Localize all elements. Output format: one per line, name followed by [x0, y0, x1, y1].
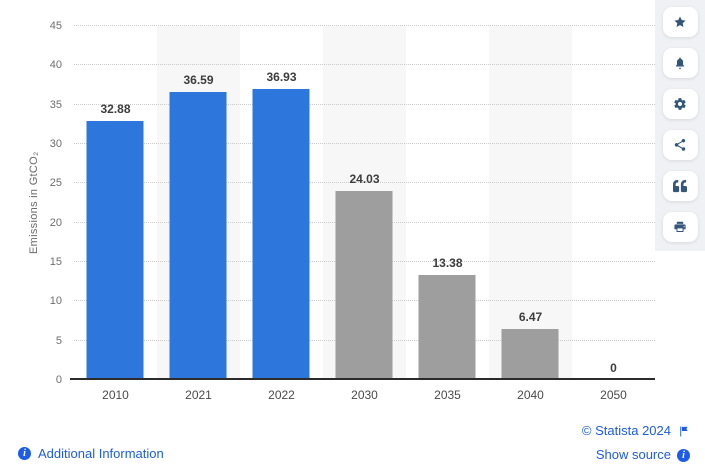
- x-tick-label: 2021: [185, 388, 212, 402]
- x-axis-labels: 2010 2021 2022 2030 2035 2040 2050: [74, 388, 655, 404]
- plot-column: 6.47: [489, 26, 572, 380]
- x-tick-label: 2010: [102, 388, 129, 402]
- toolbar-sidebar: [655, 0, 705, 251]
- y-axis-labels: 0 5 10 15 20 25 30 35 40 45: [0, 20, 62, 386]
- plot-column: 32.88: [74, 26, 157, 380]
- bar-2040[interactable]: [501, 329, 559, 380]
- show-source-label: Show source: [595, 447, 671, 462]
- x-tick-label: 2050: [600, 388, 627, 402]
- x-tick-label: 2030: [351, 388, 378, 402]
- statista-copyright-link[interactable]: © Statista 2024: [582, 423, 690, 439]
- y-tick-label: 25: [49, 177, 62, 190]
- x-tick-label: 2040: [517, 388, 544, 402]
- gridline: [74, 143, 655, 144]
- y-tick-label: 20: [49, 216, 62, 229]
- gear-icon: [674, 98, 686, 110]
- additional-information-label: Additional Information: [38, 446, 164, 461]
- bar-value-label: 36.93: [266, 70, 297, 85]
- gridline: [74, 182, 655, 184]
- bar-2035[interactable]: [418, 274, 476, 380]
- printer-icon: [674, 221, 686, 232]
- x-axis-line: [70, 378, 655, 380]
- y-tick-label: 15: [49, 256, 62, 269]
- bar-value-label: 13.38: [432, 255, 463, 270]
- bar-2030[interactable]: [335, 190, 393, 380]
- copyright-label: © Statista 2024: [581, 423, 671, 438]
- bar-value-label: 36.59: [183, 73, 214, 88]
- bar-value-label: 0: [610, 361, 617, 375]
- x-tick-label: 2035: [434, 388, 461, 402]
- flag-icon: [680, 426, 688, 436]
- share-button[interactable]: [662, 130, 698, 160]
- plot-column: 13.38: [406, 26, 489, 380]
- plot-column: 36.93: [240, 26, 323, 380]
- info-icon: i: [677, 448, 690, 462]
- gridline: [74, 64, 655, 66]
- y-tick-label: 10: [49, 295, 62, 308]
- quote-icon: [673, 179, 687, 193]
- share-icon: [674, 138, 686, 151]
- bar-2022[interactable]: [252, 89, 310, 380]
- info-icon: i: [18, 447, 31, 460]
- y-tick-label: 5: [55, 334, 62, 347]
- favorite-button[interactable]: [662, 7, 698, 37]
- show-source-link[interactable]: Show source i: [582, 447, 690, 463]
- y-tick-label: 45: [49, 20, 62, 32]
- cite-button[interactable]: [662, 171, 698, 201]
- plot-column: 0: [572, 26, 655, 380]
- y-tick-label: 30: [49, 138, 62, 151]
- y-tick-label: 35: [49, 98, 62, 111]
- y-tick-label: 40: [49, 59, 62, 72]
- bar-value-label: 6.47: [518, 310, 543, 325]
- y-tick-label: 0: [55, 374, 62, 386]
- x-tick-label: 2022: [268, 388, 295, 402]
- plot-column: 24.03: [323, 26, 406, 380]
- bar-value-label: 24.03: [349, 171, 380, 186]
- print-button[interactable]: [662, 212, 698, 242]
- bar-2021[interactable]: [169, 92, 227, 380]
- plot-column: 36.59: [157, 26, 240, 380]
- additional-information-link[interactable]: i Additional Information: [18, 446, 164, 461]
- settings-button[interactable]: [662, 89, 698, 119]
- bar-2010[interactable]: [86, 121, 144, 380]
- gridline: [74, 103, 655, 105]
- gridline: [74, 25, 655, 26]
- star-icon: [674, 16, 686, 28]
- bar-value-label: 32.88: [100, 102, 131, 117]
- plot-area: 32.88 36.59 36.93 24.03 13.38 6.47 0: [74, 25, 655, 380]
- bell-icon: [675, 57, 685, 69]
- notifications-button[interactable]: [662, 48, 698, 78]
- footer-right: © Statista 2024 Show source i: [582, 423, 690, 471]
